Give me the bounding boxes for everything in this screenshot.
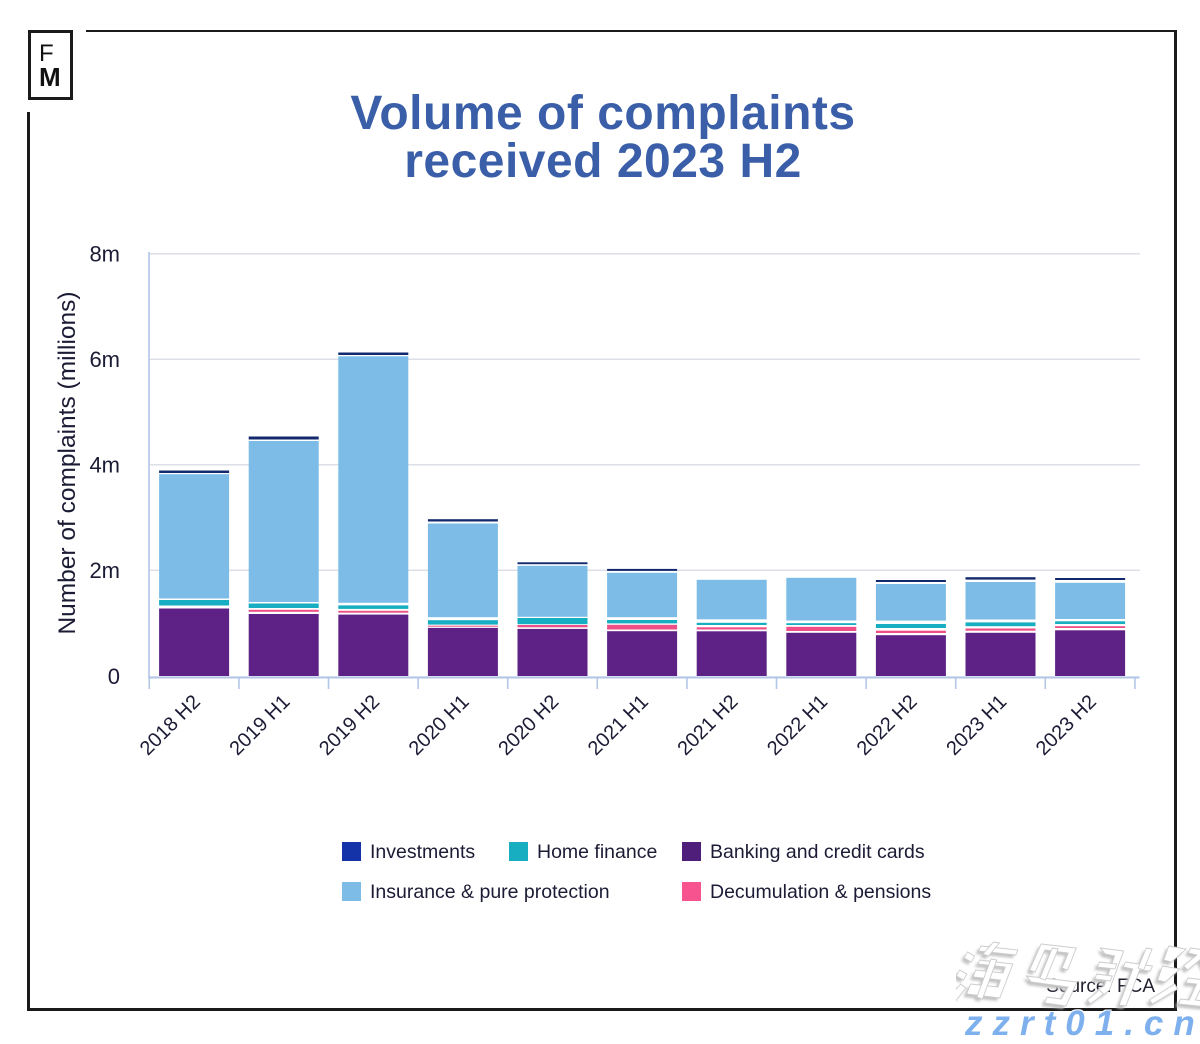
svg-text:2020 H2: 2020 H2 [494, 691, 563, 760]
svg-text:2022 H1: 2022 H1 [763, 691, 832, 760]
svg-text:2022 H2: 2022 H2 [853, 691, 922, 760]
svg-text:4m: 4m [89, 453, 120, 478]
svg-text:2021 H2: 2021 H2 [674, 691, 743, 760]
svg-text:2021 H1: 2021 H1 [584, 691, 653, 760]
svg-text:2019 H2: 2019 H2 [315, 691, 384, 760]
svg-text:2023 H2: 2023 H2 [1032, 691, 1101, 760]
svg-text:2020 H1: 2020 H1 [405, 691, 474, 760]
svg-text:Number of complaints (millions: Number of complaints (millions) [54, 291, 81, 634]
svg-text:2019 H1: 2019 H1 [226, 691, 295, 760]
svg-text:0: 0 [108, 664, 120, 689]
svg-text:2m: 2m [89, 558, 120, 583]
svg-text:2018 H2: 2018 H2 [136, 691, 205, 760]
svg-text:2023 H1: 2023 H1 [942, 691, 1011, 760]
svg-text:6m: 6m [89, 347, 120, 372]
svg-text:8m: 8m [89, 242, 120, 267]
